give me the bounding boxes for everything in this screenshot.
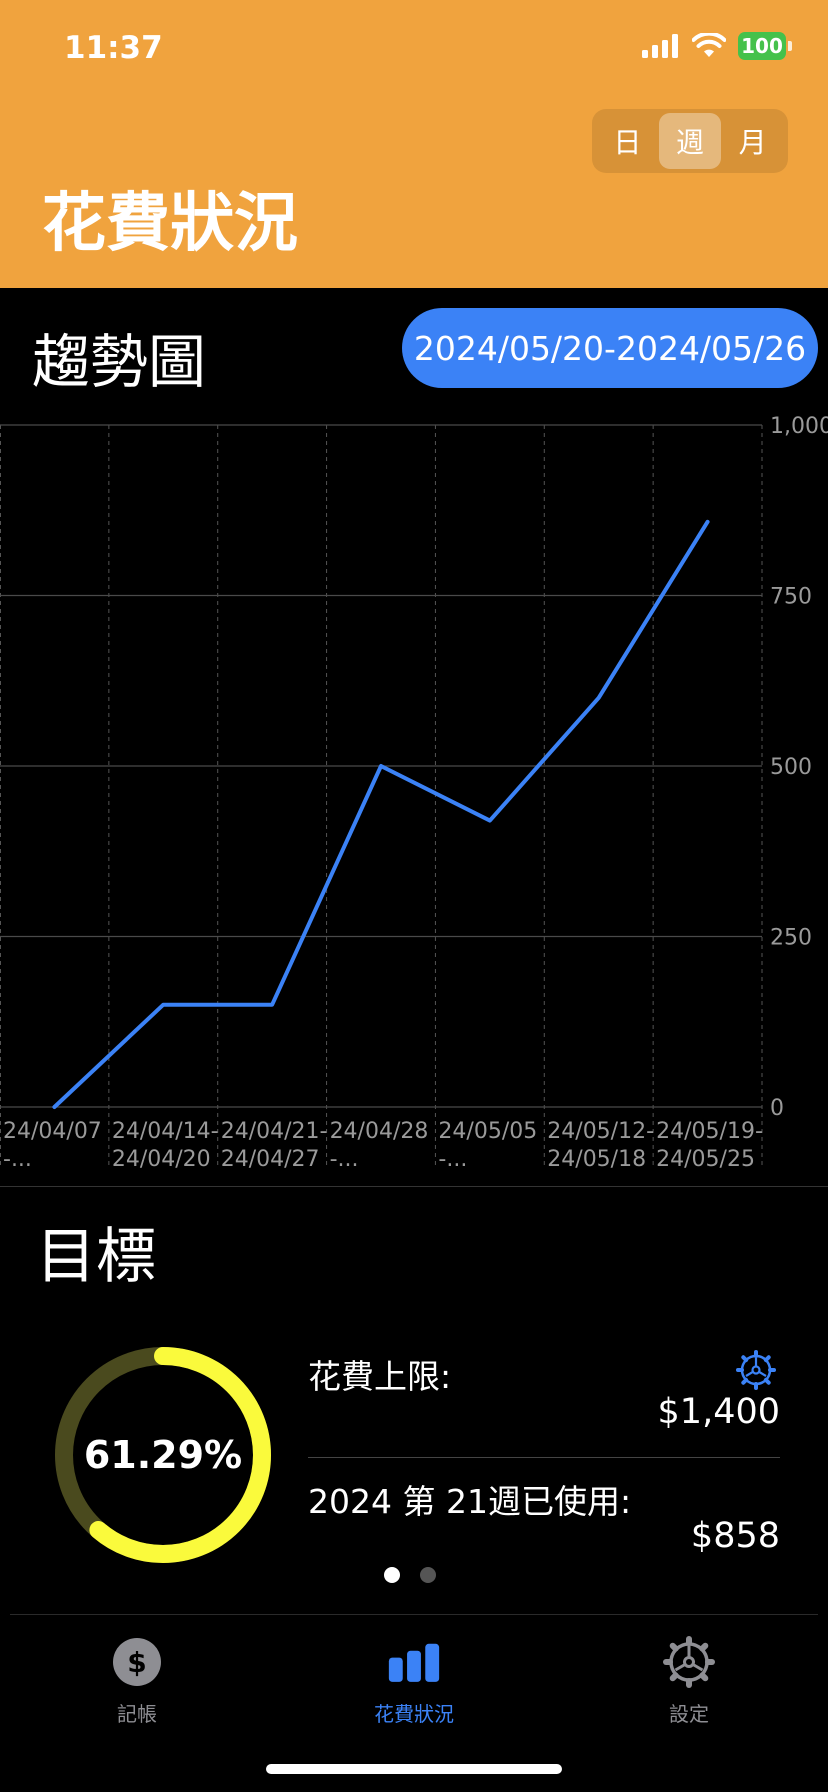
tab-settings[interactable]: 設定 bbox=[609, 1636, 769, 1727]
chart-canvas: 02505007501,00024/04/07-...24/04/14-24/0… bbox=[0, 414, 828, 1172]
spending-limit-value: $1,400 bbox=[657, 1392, 780, 1432]
x-tick-label: 24/05/19- bbox=[656, 1119, 763, 1144]
x-tick-label: 24/05/25 bbox=[656, 1147, 755, 1172]
y-tick-label: 500 bbox=[770, 755, 812, 780]
page-dot-2[interactable] bbox=[420, 1567, 436, 1583]
x-tick-label: 24/05/12- bbox=[547, 1119, 654, 1144]
tab-bookkeeping[interactable]: $ 記帳 bbox=[57, 1636, 217, 1727]
cellular-signal-icon bbox=[642, 34, 678, 58]
x-tick-label: -... bbox=[3, 1147, 32, 1172]
battery-indicator: 100 bbox=[738, 32, 792, 60]
x-tick-label: 24/04/07 bbox=[3, 1119, 102, 1144]
x-tick-label: -... bbox=[438, 1147, 467, 1172]
svg-text:$: $ bbox=[127, 1646, 146, 1679]
x-tick-label: 24/04/21- bbox=[221, 1119, 328, 1144]
period-segmented-control: 日 週 月 bbox=[592, 109, 788, 173]
segment-month[interactable]: 月 bbox=[738, 126, 767, 159]
trend-title: 趨勢圖 bbox=[32, 328, 207, 396]
x-tick-label: 24/04/20 bbox=[112, 1147, 211, 1172]
x-tick-label: 24/04/27 bbox=[221, 1147, 320, 1172]
x-tick-label: 24/05/05 bbox=[438, 1119, 537, 1144]
trend-line-chart: 0 250 500 750 1,000 24/04/07 -... 24/04/14- 24/0… bbox=[0, 410, 828, 1180]
x-tick-label: 24/05/18 bbox=[547, 1147, 646, 1172]
tab-spending-status-label: 花費狀況 bbox=[374, 1702, 454, 1726]
x-tick-label: -... bbox=[330, 1147, 359, 1172]
home-indicator bbox=[266, 1764, 562, 1774]
limit-settings-gear-icon[interactable] bbox=[736, 1350, 776, 1390]
segment-day[interactable]: 日 bbox=[613, 126, 642, 159]
week-used-label: 2024 第 21週已使用: bbox=[308, 1482, 632, 1521]
dollar-circle-icon: $ bbox=[113, 1638, 161, 1686]
progress-ring-graphic bbox=[55, 1347, 271, 1563]
spending-limit-label: 花費上限: bbox=[308, 1357, 452, 1396]
gear-icon bbox=[663, 1636, 715, 1688]
x-tick-label: 24/04/14- bbox=[112, 1119, 219, 1144]
series-line bbox=[52, 519, 710, 1109]
y-tick-label: 250 bbox=[770, 926, 812, 951]
progress-percent: 61.29% bbox=[83, 1433, 243, 1477]
x-tick-label: 24/04/28 bbox=[330, 1119, 429, 1144]
goal-title: 目標 bbox=[36, 1222, 156, 1292]
wifi-icon bbox=[692, 33, 726, 57]
page-dot-1[interactable] bbox=[384, 1567, 400, 1583]
y-tick-label: 0 bbox=[770, 1096, 784, 1121]
bar-chart-icon bbox=[388, 1643, 440, 1682]
status-indicators: 100 bbox=[642, 32, 792, 60]
y-tick-label: 1,000 bbox=[770, 414, 828, 439]
week-used-value: $858 bbox=[690, 1516, 780, 1556]
date-range-button[interactable]: 2024/05/20-2024/05/26 bbox=[402, 308, 818, 388]
goal-separator bbox=[308, 1457, 780, 1458]
page-indicator[interactable] bbox=[384, 1567, 436, 1583]
battery-level: 100 bbox=[738, 32, 786, 60]
page-title: 花費狀況 bbox=[42, 187, 298, 261]
progress-ring-fill bbox=[55, 1347, 271, 1563]
progress-ring: 61.29% bbox=[48, 1340, 278, 1570]
tab-settings-label: 設定 bbox=[669, 1702, 709, 1726]
status-time: 11:37 bbox=[64, 30, 163, 66]
section-divider bbox=[0, 1186, 828, 1187]
segment-week[interactable]: 週 bbox=[658, 113, 722, 169]
header: 11:37 100 日 週 月 花費狀況 bbox=[0, 0, 828, 288]
y-tick-label: 750 bbox=[770, 585, 812, 610]
tab-bookkeeping-label: 記帳 bbox=[117, 1702, 157, 1726]
tab-spending-status[interactable]: 花費狀況 bbox=[334, 1636, 494, 1727]
tab-bar-divider bbox=[10, 1614, 818, 1615]
